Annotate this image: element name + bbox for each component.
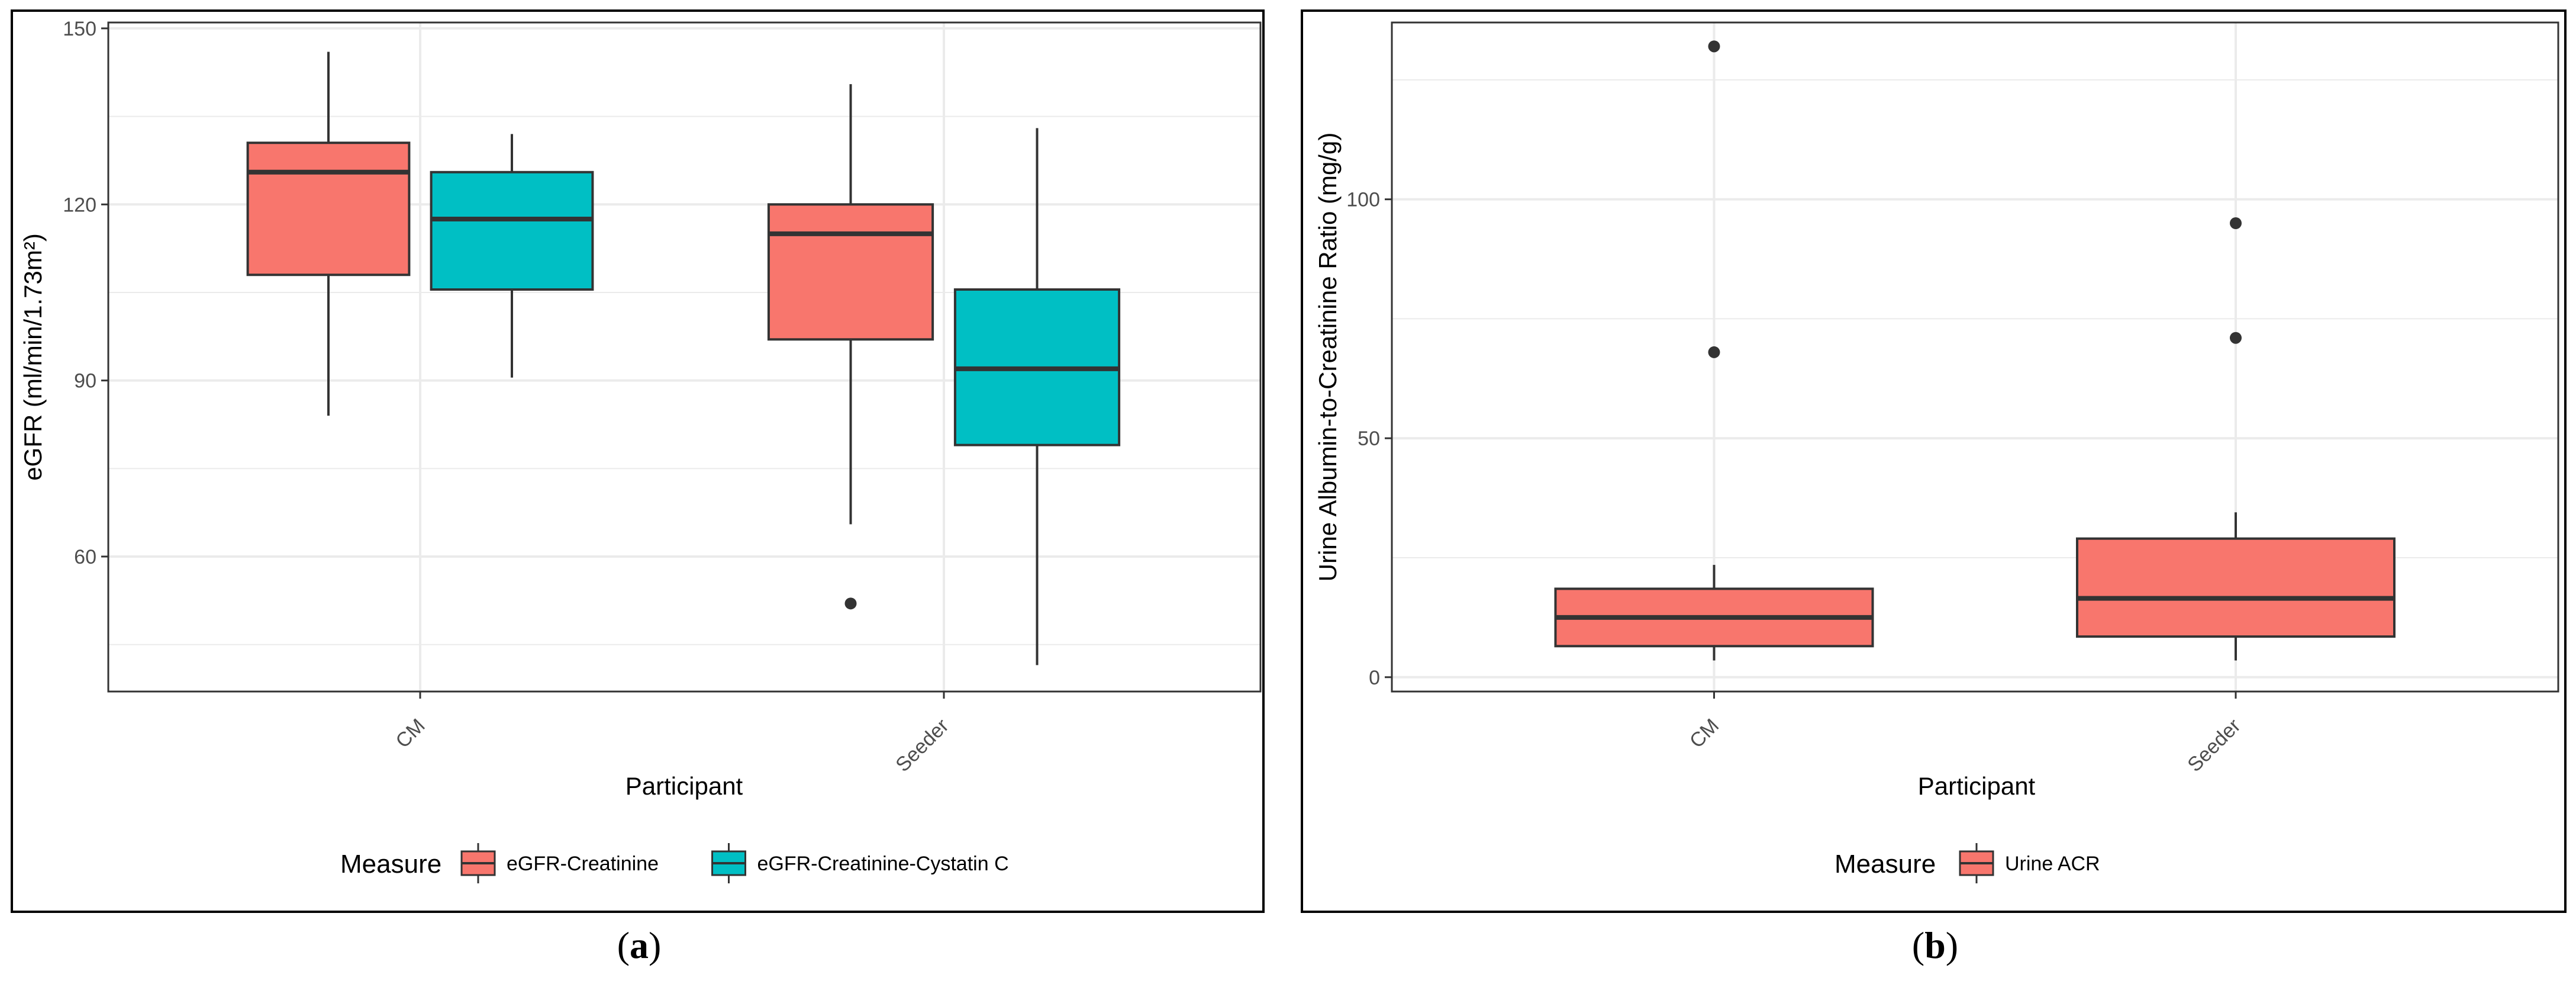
panel-a-box-body — [767, 203, 934, 341]
panel-a-panel-border — [107, 21, 1262, 693]
panel-b-x-tick-label-1: Seeder — [2183, 715, 2245, 776]
panel-b-outlier-point-0 — [1708, 346, 1720, 358]
panel-b-outlier-point-1 — [2230, 217, 2242, 229]
panel-a-y-axis-title: eGFR (ml/min/1.73m²) — [19, 233, 47, 481]
panel-b-legend: Measure Urine ACR — [1835, 843, 2100, 883]
panel-b-x-tick-label-0: CM — [1685, 715, 1723, 753]
panel-label-b: (b) — [1911, 924, 1959, 966]
panel-a-box-egfr-creatinine-cm — [246, 52, 411, 416]
panel-a-x-tick-label-1: Seeder — [891, 715, 953, 776]
panel-b-outlier-point-1 — [1708, 40, 1720, 53]
panel-a-box-egfr-creatinine-cystatin-c-cm — [430, 134, 594, 378]
panel-b-legend-title: Measure — [1835, 850, 1936, 879]
panel-label-a: (a) — [617, 924, 662, 966]
panel-a-frame — [11, 9, 1265, 913]
panel-label-a-text: a — [630, 924, 649, 966]
panel-b-outlier-point-0 — [2230, 332, 2242, 344]
panel-b-y-tick-label-1: 50 — [1358, 427, 1380, 450]
panel-a-box-body — [246, 142, 411, 276]
panel-b-y-tick-label-2: 100 — [1346, 189, 1380, 211]
panel-a-legend-label-0: eGFR-Creatinine — [507, 853, 659, 875]
panel-b-box-urine-acr-cm — [1554, 40, 1874, 661]
panel-b-y-axis-title: Urine Albumin-to-Creatinine Ratio (mg/g) — [1314, 133, 1342, 582]
panel-a-legend-label-1: eGFR-Creatinine-Cystatin C — [757, 853, 1009, 875]
panel-a-x-tick-label-0: CM — [391, 715, 429, 753]
panel-b-legend-key-0 — [1959, 843, 1994, 883]
panel-b-frame — [1301, 9, 2567, 913]
panel-a-legend-key-1 — [711, 843, 746, 883]
panel-a-legend-title: Measure — [340, 850, 441, 879]
panel-b-y-tick-label-0: 0 — [1369, 667, 1380, 689]
panel-b-x-axis-title: Participant — [1918, 772, 2036, 800]
panel-label-b-text: b — [1924, 924, 1946, 966]
panel-a-x-axis-title: Participant — [626, 772, 743, 800]
panel-b-box-urine-acr-seeder — [2076, 217, 2396, 661]
panel-a-y-tick-label-3: 150 — [63, 18, 96, 40]
panel-a-box-egfr-creatinine-seeder — [767, 84, 934, 610]
panel-a-outlier-point-0 — [844, 597, 857, 610]
panel-a-y-tick-label-0: 60 — [74, 546, 96, 568]
panel-a-box-body — [430, 171, 594, 291]
panel-a-y-tick-label-2: 120 — [63, 194, 96, 216]
panel-b-panel-border — [1391, 21, 2559, 693]
panel-a-y-tick-label-1: 90 — [74, 370, 96, 393]
panel-a-legend: Measure eGFR-Creatinine eGFR-Creatinine-Cy… — [340, 843, 1009, 883]
panel-a-legend-key-0 — [460, 843, 496, 883]
panel-b-box-body — [2076, 537, 2396, 638]
panel-a-box-egfr-creatinine-cystatin-c-seeder — [953, 128, 1121, 665]
panel-b-legend-label-0: Urine ACR — [2005, 853, 2100, 875]
